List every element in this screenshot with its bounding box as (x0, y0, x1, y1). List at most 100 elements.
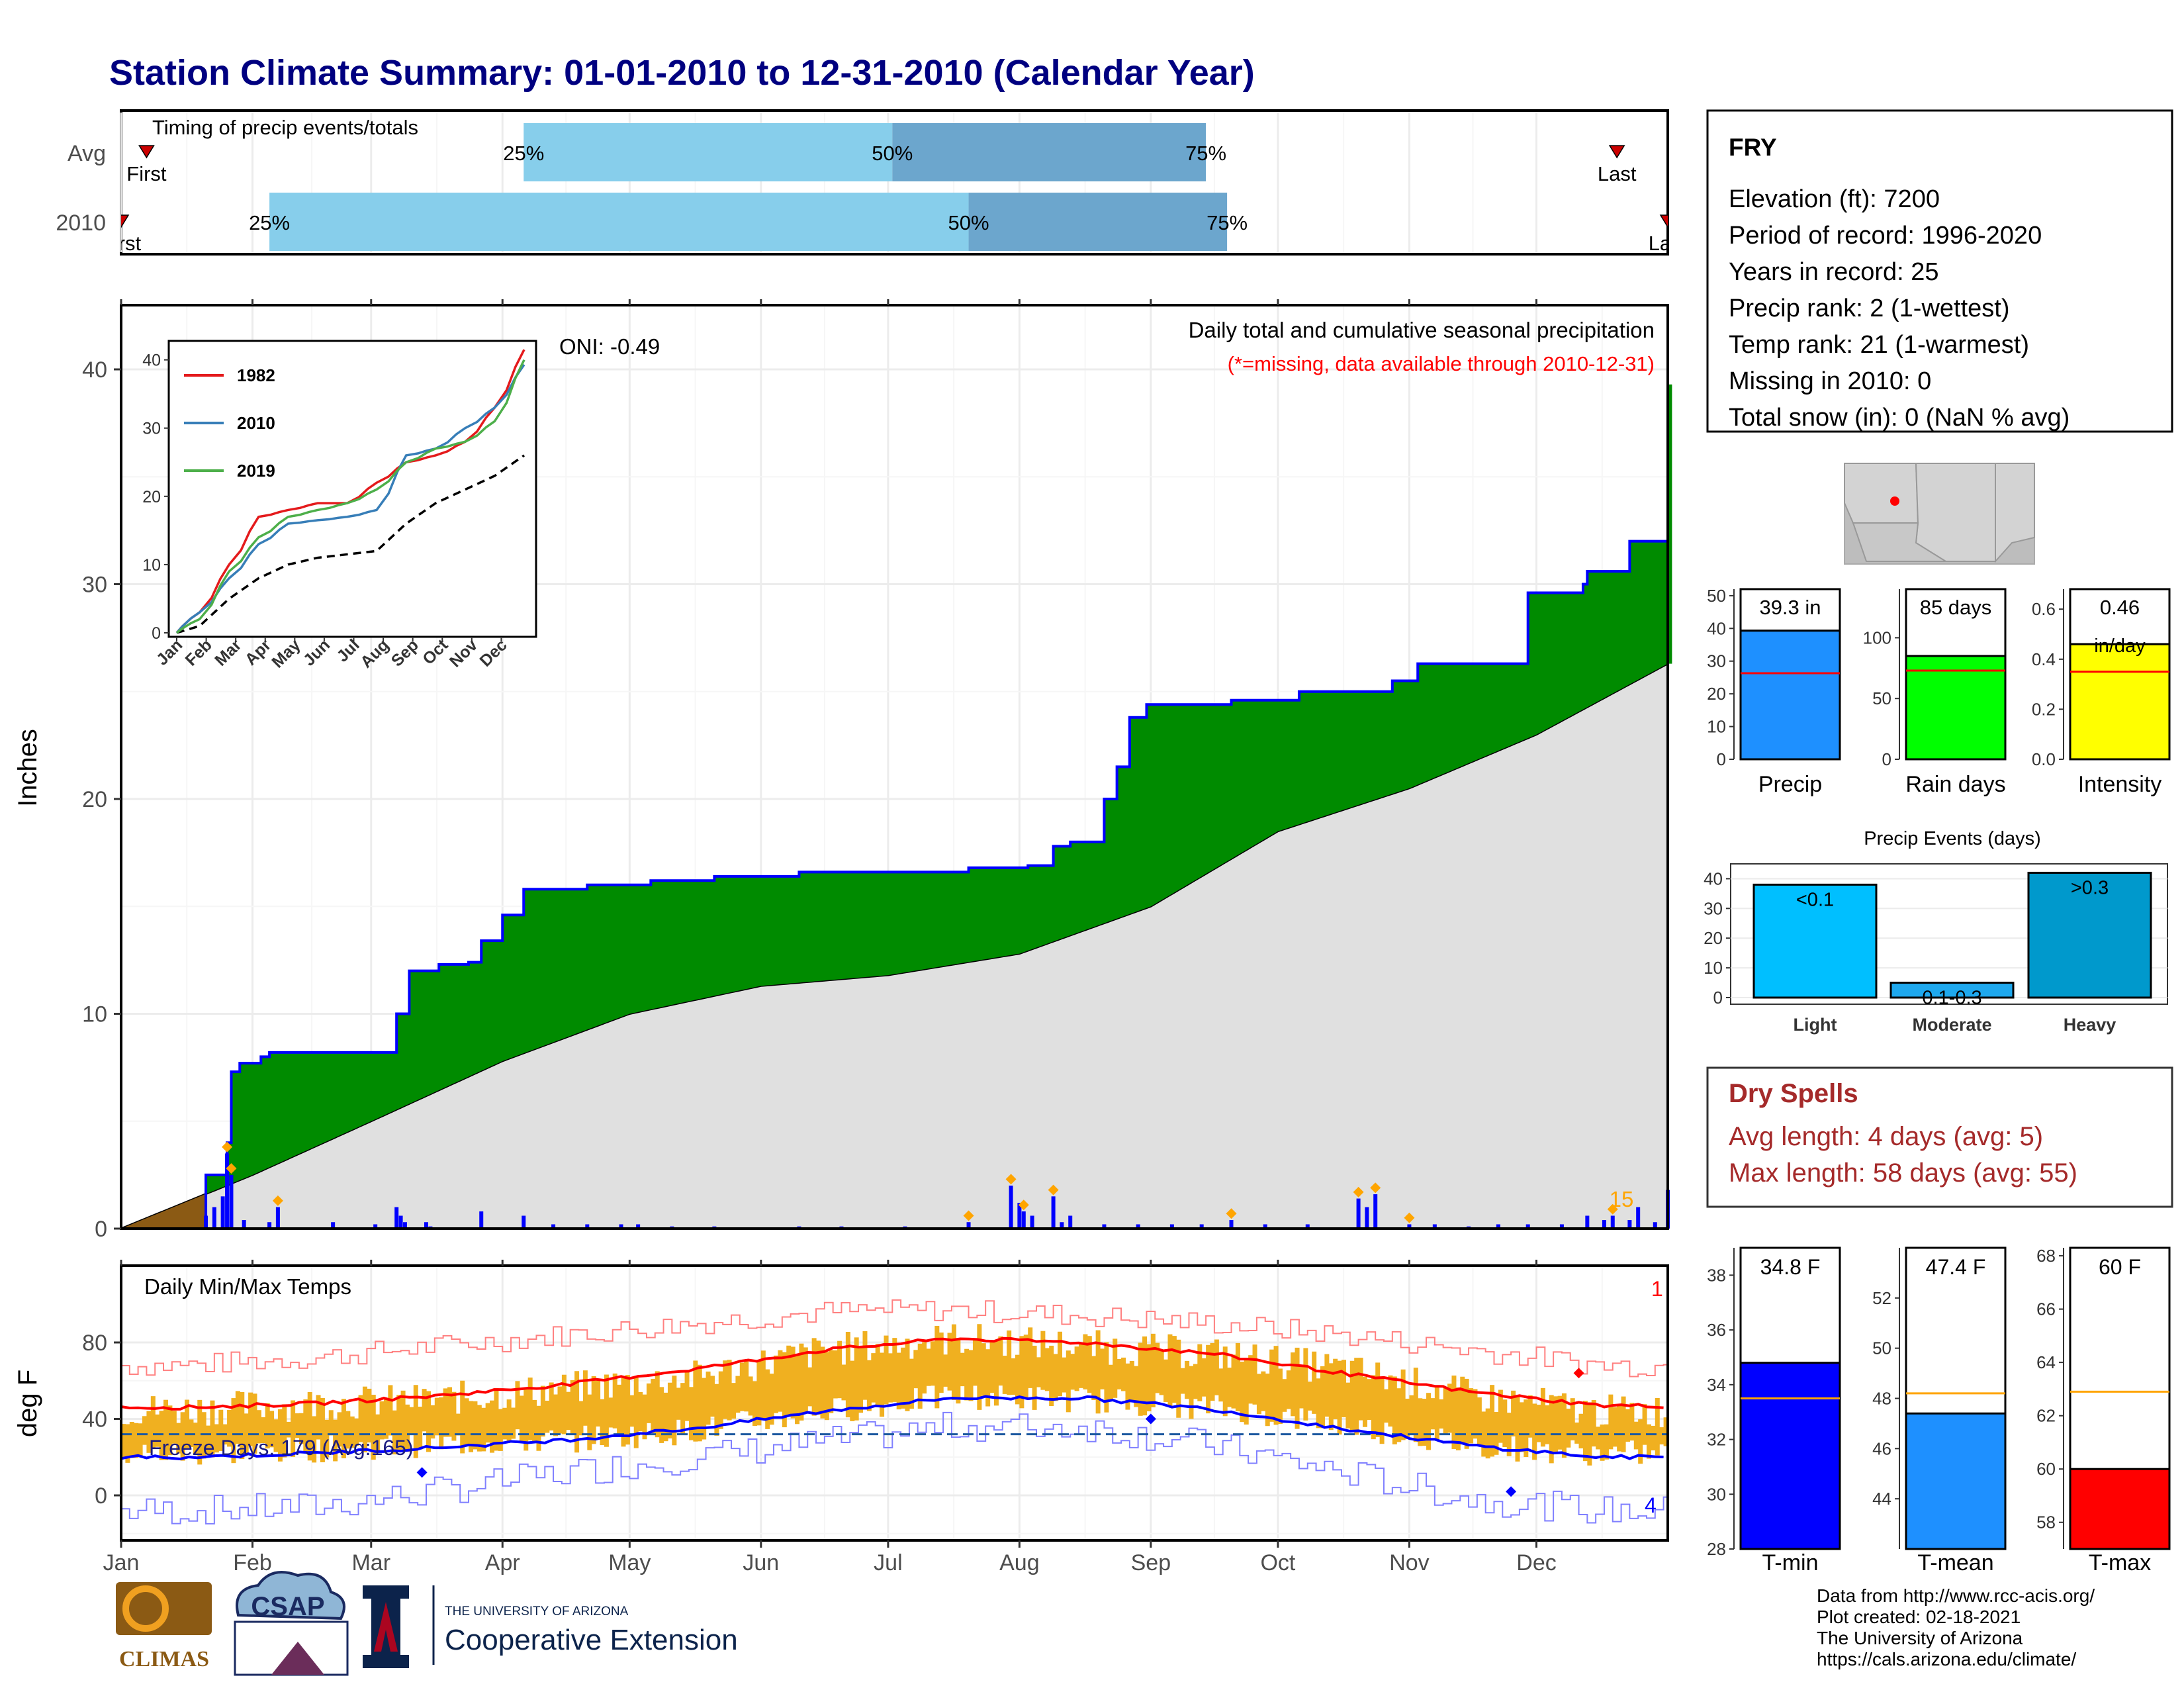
daily-temp-bar (240, 1391, 245, 1459)
daily-temp-bar (642, 1394, 647, 1440)
precip-areas (120, 384, 1672, 1230)
daily-temp-bar (1320, 1366, 1325, 1429)
precip-y-label: Inches (13, 729, 42, 807)
daily-temp-bar (201, 1412, 206, 1459)
daily-temp-bar (1007, 1330, 1012, 1395)
daily-temp-bar (1218, 1368, 1224, 1402)
daily-temp-bar (1422, 1399, 1427, 1446)
summary-bar-precip (1739, 630, 1841, 761)
daily-temp-bar (854, 1337, 859, 1421)
daily-temp-bar (625, 1375, 630, 1445)
month-tick-label: Nov (1389, 1550, 1429, 1575)
daily-temp-bar (841, 1364, 846, 1401)
daily-temp-bar (1312, 1351, 1317, 1414)
daily-temp-bar (210, 1400, 215, 1458)
summary-bar-tick-label: 40 (1707, 618, 1726, 638)
daily-temp-bar (392, 1410, 397, 1455)
daily-precip-bar (479, 1211, 484, 1229)
summary-bar-value: 39.3 in (1759, 596, 1821, 619)
daily-temp-bar (1367, 1379, 1372, 1420)
extreme-precip-marker (1048, 1184, 1059, 1196)
climas-logo: CLIMAS (116, 1582, 212, 1671)
daily-temp-bar (171, 1411, 177, 1444)
temp-bar-tick-label: 50 (1872, 1338, 1891, 1358)
daily-temp-bar (570, 1380, 575, 1434)
daily-temp-bar (582, 1370, 588, 1426)
summary-bar-tick-label: 0.4 (2032, 649, 2056, 669)
daily-temp-bar (506, 1399, 512, 1442)
daily-temp-bar (1277, 1368, 1283, 1425)
timing-q25-label: 25% (249, 211, 290, 234)
daily-temp-bar (464, 1398, 469, 1445)
daily-temp-bar (1049, 1345, 1054, 1407)
daily-temp-bar (862, 1331, 868, 1400)
daily-temp-bar (409, 1407, 414, 1434)
daily-temp-bar (1231, 1354, 1236, 1409)
extreme-precip-marker (1404, 1212, 1415, 1223)
daily-temp-bar (388, 1385, 393, 1436)
daily-temp-bar (1354, 1358, 1359, 1435)
daily-temp-bar (1129, 1360, 1134, 1403)
extreme-precip-marker (1353, 1186, 1364, 1197)
daily-precip-bar (1009, 1186, 1013, 1229)
extreme-precip-marker (1370, 1182, 1381, 1194)
temp-bar-tick-label: 68 (2036, 1246, 2056, 1266)
daily-precip-bar (551, 1224, 556, 1229)
daily-temp-bar (1032, 1345, 1037, 1410)
daily-temp-bar (1011, 1358, 1016, 1395)
dry-spells-avg: Avg length: 4 days (avg: 5) (1729, 1122, 2043, 1151)
daily-temp-bar (1159, 1349, 1164, 1395)
precip-y-tick-label: 0 (95, 1217, 107, 1242)
daily-temp-bar (1189, 1366, 1194, 1419)
summary-bar-value-unit: in/day (2094, 635, 2146, 657)
daily-temp-bar (1058, 1331, 1063, 1397)
daily-temp-bar (1608, 1394, 1614, 1450)
daily-temp-bar (494, 1388, 499, 1451)
daily-temp-bar (964, 1348, 970, 1401)
daily-temp-bar (1434, 1387, 1439, 1440)
timing-q25-label: 25% (503, 142, 544, 165)
daily-temp-bar (1379, 1378, 1385, 1444)
daily-temp-bar (930, 1341, 935, 1386)
precip-frame (120, 304, 1669, 1230)
daily-temp-bar (989, 1341, 995, 1393)
events-bar-label: Light (1794, 1015, 1837, 1035)
month-tick-label: Mar (351, 1550, 390, 1575)
daily-temp-bar (735, 1376, 741, 1413)
inset-series-line (175, 363, 525, 634)
daily-precip-bar (1199, 1224, 1204, 1229)
precip-y-axis: 0 10 20 30 40 (82, 299, 1538, 1242)
timing-row-label-avg: Avg (68, 141, 106, 166)
daily-temp-bar (600, 1399, 605, 1446)
daily-temp-bar (752, 1381, 758, 1427)
daily-temp-bar (1582, 1401, 1588, 1462)
daily-temp-bar (1600, 1424, 1605, 1461)
daily-temp-bar (1171, 1336, 1177, 1403)
daily-temp-bar (536, 1405, 541, 1451)
daily-temp-bar (1062, 1357, 1067, 1393)
daily-temp-bar (875, 1344, 880, 1406)
freeze-days-label: Freeze Days: 179 (Avg:165) (149, 1436, 414, 1460)
daily-temp-bar (663, 1392, 668, 1442)
temp-y-axis: 0 40 80 (82, 1260, 1538, 1509)
summary-bar-tick-label: 30 (1707, 651, 1726, 671)
daily-temp-bar (426, 1391, 431, 1452)
timing-bar-q25-q50 (523, 123, 893, 181)
daily-temp-bar (922, 1342, 927, 1394)
daily-temp-bar (180, 1412, 185, 1461)
events-bar-label: Moderate (1912, 1015, 1991, 1035)
daily-temp-bar (1070, 1354, 1075, 1390)
daily-temp-bar (1244, 1360, 1249, 1425)
daily-temp-bar (1116, 1358, 1122, 1389)
precip-daily-bars (204, 1141, 1670, 1229)
average-max-line (121, 1336, 1664, 1411)
daily-temp-bar (265, 1403, 270, 1449)
station-name: FRY (1729, 134, 1777, 161)
inset-y-tick-label: 30 (142, 420, 161, 438)
daily-temp-bar (1439, 1399, 1444, 1429)
daily-temp-bar (1524, 1399, 1529, 1458)
daily-temp-bar (651, 1378, 656, 1434)
daily-temp-bar (1363, 1376, 1368, 1427)
daily-temp-bar (596, 1380, 601, 1427)
daily-temp-bar (1053, 1354, 1058, 1401)
